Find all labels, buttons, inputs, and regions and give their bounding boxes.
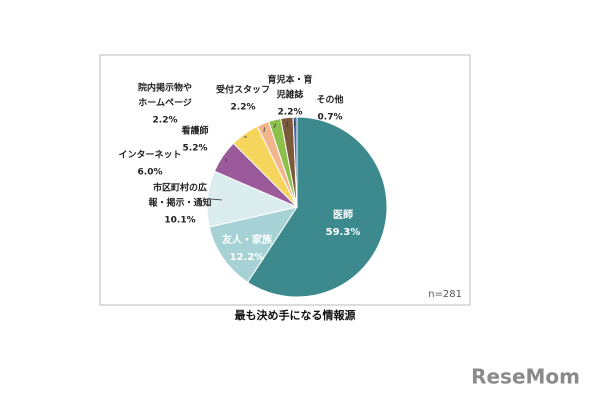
value-label: 12.2% [230,252,265,263]
value-label: 2.2% [278,108,303,118]
slice-label: 友人・家族 [222,233,273,246]
slice-label: インターネット [118,149,181,161]
value-label: 2.2% [231,103,256,113]
slice-label: 児雑誌 [275,89,303,101]
value-label: 5.2% [183,144,208,154]
slice-label: 看護師 [181,125,208,137]
leader-line [273,123,277,129]
slice-label: 医師 [333,208,353,221]
leader-line [293,120,296,127]
value-label: 2.2% [153,116,178,126]
slice-label: 院内掲示物や [138,82,192,94]
slice-label: 育児本・育 [267,74,312,86]
value-label: 59.3% [326,227,361,238]
slice-label: ホームページ [138,98,192,109]
pie-slice [292,116,298,208]
leader-line [211,198,223,201]
slice-label: 受付スタッフ [216,84,270,96]
slice-label: 報・掲示・通知 [148,197,211,209]
slice-label: 市区町村の広 [153,182,207,194]
value-label: 10.1% [164,216,195,226]
chart-title: 最も決め手になる情報源 [235,308,356,322]
pie-slice [246,116,388,298]
value-label: 0.7% [318,113,343,123]
chart-frame [99,54,471,306]
value-label: 6.0% [138,168,163,178]
sample-size: n=281 [428,289,462,300]
pie-slice [208,206,299,283]
slice-label: その他 [316,94,343,106]
logo: ReseMom [471,365,580,389]
